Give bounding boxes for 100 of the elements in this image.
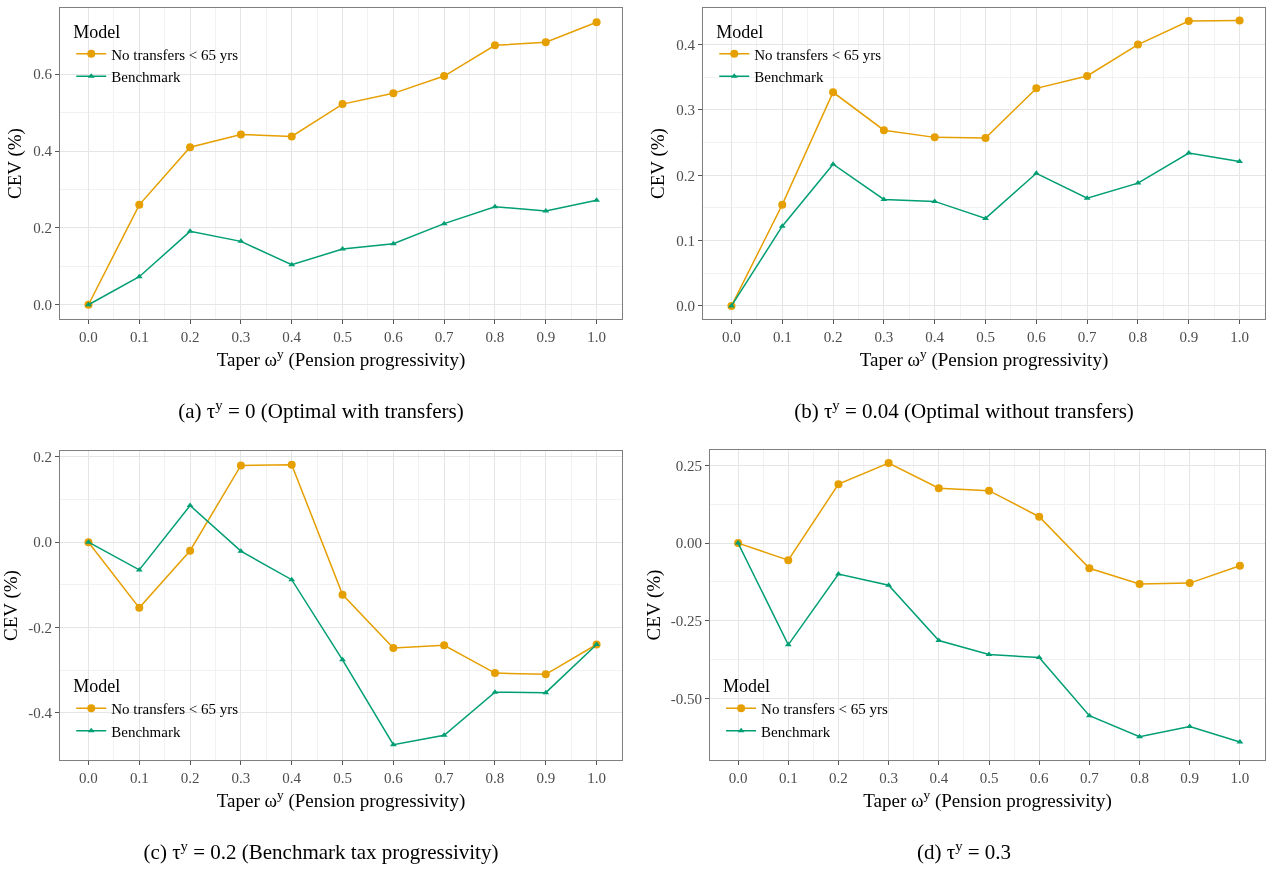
point xyxy=(930,133,939,142)
x-tick-label: 0.4 xyxy=(929,770,949,786)
point xyxy=(135,200,144,209)
y-tick-label: 0.6 xyxy=(33,66,53,83)
point xyxy=(1184,17,1193,26)
x-tick-label: 0.1 xyxy=(129,770,149,786)
point xyxy=(934,484,943,493)
y-tick-label: -0.2 xyxy=(28,619,52,636)
point xyxy=(338,100,347,109)
legend-label: No transfers < 65 yrs xyxy=(754,46,882,63)
x-tick-label: 0.9 xyxy=(536,329,556,345)
point xyxy=(1133,40,1142,49)
text: (a) τ$^{y}$ = 0 (Optimal with transfers) xyxy=(178,396,464,424)
x-tick-label: 0.7 xyxy=(1079,770,1100,786)
x-tick-label: 0.9 xyxy=(1180,770,1200,786)
x-tick-label: 0.1 xyxy=(772,329,792,345)
text: (b) τ$^{y}$ = 0.04 (Optimal without transfers) xyxy=(794,396,1134,424)
point xyxy=(1235,16,1244,25)
legend-label: Benchmark xyxy=(761,723,831,740)
y-tick-label: -0.4 xyxy=(28,704,53,721)
y-tick-label: 0.4 xyxy=(676,36,696,53)
legend-label: No transfers < 65 yrs xyxy=(111,701,239,718)
point xyxy=(339,246,346,251)
point xyxy=(389,741,397,747)
legend-title: Model xyxy=(723,676,771,696)
point xyxy=(879,126,888,135)
point xyxy=(1135,580,1144,589)
point xyxy=(592,18,601,27)
x-tick-label: 0.6 xyxy=(383,329,404,345)
y-tick-label: 0.4 xyxy=(33,143,53,160)
y-tick-label: 0.2 xyxy=(33,449,52,466)
point xyxy=(389,89,398,98)
text: (d) τ$^{y}$ = 0.3 xyxy=(916,837,1012,865)
y-tick-label: 0.00 xyxy=(675,535,702,552)
text: (c) τ$^{y}$ = 0.2 (Benchmark tax progressivity) xyxy=(143,837,499,865)
point xyxy=(981,134,990,143)
y-axis-title: CEV (%) xyxy=(647,128,670,199)
y-tick-label: 0.0 xyxy=(33,534,52,551)
x-tick-label: 0.5 xyxy=(979,770,999,786)
x-tick-label: 0.8 xyxy=(1130,770,1149,786)
legend-label: No transfers < 65 yrs xyxy=(761,701,889,718)
point xyxy=(440,641,449,650)
point xyxy=(287,460,296,469)
y-tick-label: -0.25 xyxy=(670,612,702,629)
point xyxy=(490,669,499,678)
x-axis-title: Taper ω$^{y}$ (Pension progressivity) xyxy=(863,786,1112,812)
point xyxy=(389,643,398,652)
point xyxy=(541,670,550,679)
y-tick-label: 0.0 xyxy=(676,298,695,315)
x-tick-label: 0.0 xyxy=(728,770,748,786)
x-tick-label: 0.5 xyxy=(333,329,352,345)
x-tick-label: 1.0 xyxy=(587,329,606,345)
x-tick-label: 0.3 xyxy=(874,329,894,345)
x-tick-label: 0.0 xyxy=(722,329,741,345)
legend-label: Benchmark xyxy=(754,69,824,86)
y-axis-title: CEV (%) xyxy=(0,570,22,641)
point xyxy=(1236,158,1244,164)
point xyxy=(135,603,144,612)
legend-label: Benchmark xyxy=(111,723,181,740)
point xyxy=(1035,654,1043,660)
x-tick-label: 1.0 xyxy=(1230,770,1250,786)
y-tick-label: -0.50 xyxy=(670,690,702,707)
point xyxy=(985,486,994,495)
point xyxy=(1085,712,1093,718)
point xyxy=(1085,564,1094,573)
legend-title: Model xyxy=(716,21,764,42)
point xyxy=(236,130,245,139)
point xyxy=(186,143,195,152)
x-tick-label: 0.8 xyxy=(485,329,505,345)
legend-title: Model xyxy=(73,21,121,42)
legend-label: No transfers < 65 yrs xyxy=(111,46,239,63)
point xyxy=(1035,512,1044,521)
x-tick-label: 0.2 xyxy=(823,329,843,345)
x-tick-label: 0.8 xyxy=(1128,329,1148,345)
x-axis-title: Taper ω$^{y}$ (Pension progressivity) xyxy=(859,345,1109,371)
x-tick-label: 1.0 xyxy=(1230,329,1249,345)
x-tick-label: 0.4 xyxy=(282,329,302,345)
x-tick-label: 0.1 xyxy=(129,329,149,345)
point xyxy=(835,571,842,576)
legend-label: Benchmark xyxy=(111,69,181,86)
y-tick-label: 0.1 xyxy=(676,232,695,249)
x-tick-label: 0.7 xyxy=(434,770,455,786)
x-tick-label: 0.9 xyxy=(536,770,556,786)
x-tick-label: 0.0 xyxy=(79,329,98,345)
y-tick-label: 0.0 xyxy=(33,297,52,314)
x-tick-label: 0.7 xyxy=(434,329,455,345)
y-tick-label: 0.25 xyxy=(675,457,702,474)
point xyxy=(186,502,194,508)
x-tick-label: 0.7 xyxy=(1077,329,1098,345)
point xyxy=(784,556,793,565)
point xyxy=(834,480,843,489)
point xyxy=(338,590,347,599)
x-tick-label: 0.4 xyxy=(925,329,945,345)
x-tick-label: 0.2 xyxy=(829,770,848,786)
y-tick-label: 0.3 xyxy=(676,102,695,119)
point xyxy=(829,88,838,97)
x-tick-label: 1.0 xyxy=(587,770,606,786)
point xyxy=(1032,84,1041,93)
y-tick-label: 0.2 xyxy=(33,220,52,237)
x-tick-label: 0.6 xyxy=(1029,770,1050,786)
